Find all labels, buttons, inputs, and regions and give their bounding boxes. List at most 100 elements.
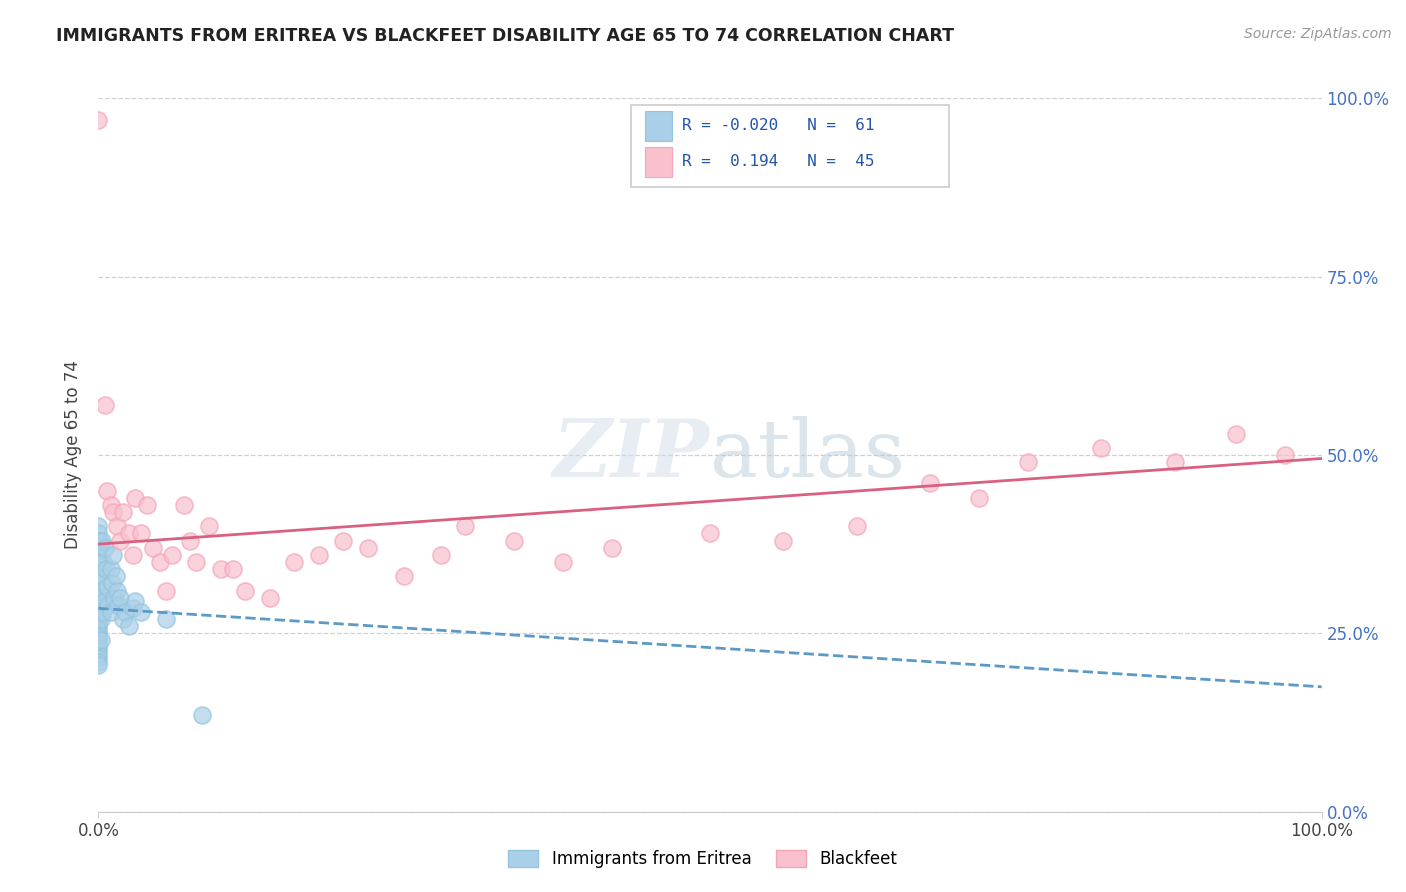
Point [87, 648, 110, 662]
Point [87, 533, 110, 548]
Point [91, 533, 114, 548]
Text: Source: ZipAtlas.com: Source: ZipAtlas.com [1244, 27, 1392, 41]
Point [308, 548, 330, 562]
Point [155, 612, 177, 626]
Point [87, 112, 110, 127]
Point [87, 623, 110, 637]
Point [87, 651, 110, 665]
Point [110, 591, 132, 605]
Point [197, 519, 219, 533]
Point [87, 591, 110, 605]
Point [114, 605, 136, 619]
Point [87, 562, 110, 576]
Text: atlas: atlas [710, 416, 905, 494]
Point [845, 519, 868, 533]
Y-axis label: Disability Age 65 to 74: Disability Age 65 to 74 [65, 360, 83, 549]
Point [283, 555, 305, 569]
Point [121, 548, 143, 562]
Point [100, 562, 122, 576]
Point [90, 612, 112, 626]
Point [179, 533, 201, 548]
Point [90, 555, 112, 569]
Point [191, 708, 214, 723]
Point [94, 562, 117, 576]
Point [87, 594, 110, 608]
Point [93, 398, 115, 412]
Point [149, 555, 172, 569]
Point [89, 591, 111, 605]
Point [87, 658, 110, 673]
Point [90, 633, 112, 648]
FancyBboxPatch shape [645, 146, 672, 177]
Point [920, 476, 942, 491]
Point [209, 562, 232, 576]
Point [87, 605, 110, 619]
Point [107, 598, 129, 612]
Point [392, 569, 416, 583]
Point [173, 498, 195, 512]
Text: R =  0.194   N =  45: R = 0.194 N = 45 [682, 154, 875, 169]
Point [129, 605, 152, 619]
Point [103, 591, 125, 605]
Point [87, 519, 110, 533]
Point [160, 548, 183, 562]
Point [111, 612, 134, 626]
Point [89, 533, 111, 548]
Point [97, 598, 120, 612]
Point [124, 491, 146, 505]
Point [105, 519, 128, 533]
Point [222, 562, 245, 576]
Point [1090, 441, 1112, 455]
Point [454, 519, 477, 533]
Point [600, 541, 623, 555]
Text: ZIP: ZIP [553, 417, 710, 493]
Point [100, 498, 122, 512]
Point [87, 576, 110, 591]
Point [1164, 455, 1187, 469]
Point [772, 533, 794, 548]
Point [186, 555, 208, 569]
Point [136, 498, 159, 512]
Point [87, 583, 110, 598]
Point [87, 541, 110, 555]
Point [87, 626, 110, 640]
Point [87, 601, 110, 615]
Text: R = -0.020   N =  61: R = -0.020 N = 61 [682, 119, 875, 134]
Point [87, 633, 110, 648]
Point [87, 598, 110, 612]
Point [91, 583, 114, 598]
Point [87, 630, 110, 644]
Point [503, 533, 526, 548]
Text: IMMIGRANTS FROM ERITREA VS BLACKFEET DISABILITY AGE 65 TO 74 CORRELATION CHART: IMMIGRANTS FROM ERITREA VS BLACKFEET DIS… [56, 27, 955, 45]
Point [142, 541, 165, 555]
Point [111, 505, 134, 519]
Point [87, 644, 110, 658]
FancyBboxPatch shape [645, 111, 672, 141]
Point [110, 533, 132, 548]
Point [430, 548, 453, 562]
Point [699, 526, 721, 541]
Point [332, 533, 354, 548]
Point [87, 637, 110, 651]
Point [87, 619, 110, 633]
Point [129, 526, 152, 541]
Point [259, 591, 281, 605]
Point [96, 580, 118, 594]
Legend: Immigrants from Eritrea, Blackfeet: Immigrants from Eritrea, Blackfeet [502, 843, 904, 875]
Point [87, 640, 110, 655]
Point [101, 576, 124, 591]
Point [118, 619, 141, 633]
Point [87, 548, 110, 562]
Point [87, 612, 110, 626]
FancyBboxPatch shape [630, 105, 949, 187]
Point [1017, 455, 1039, 469]
Point [87, 555, 110, 569]
Point [93, 594, 115, 608]
Point [87, 569, 110, 583]
Point [87, 615, 110, 630]
Point [155, 583, 177, 598]
Point [553, 555, 575, 569]
Point [96, 483, 118, 498]
Point [356, 541, 378, 555]
Point [104, 569, 127, 583]
